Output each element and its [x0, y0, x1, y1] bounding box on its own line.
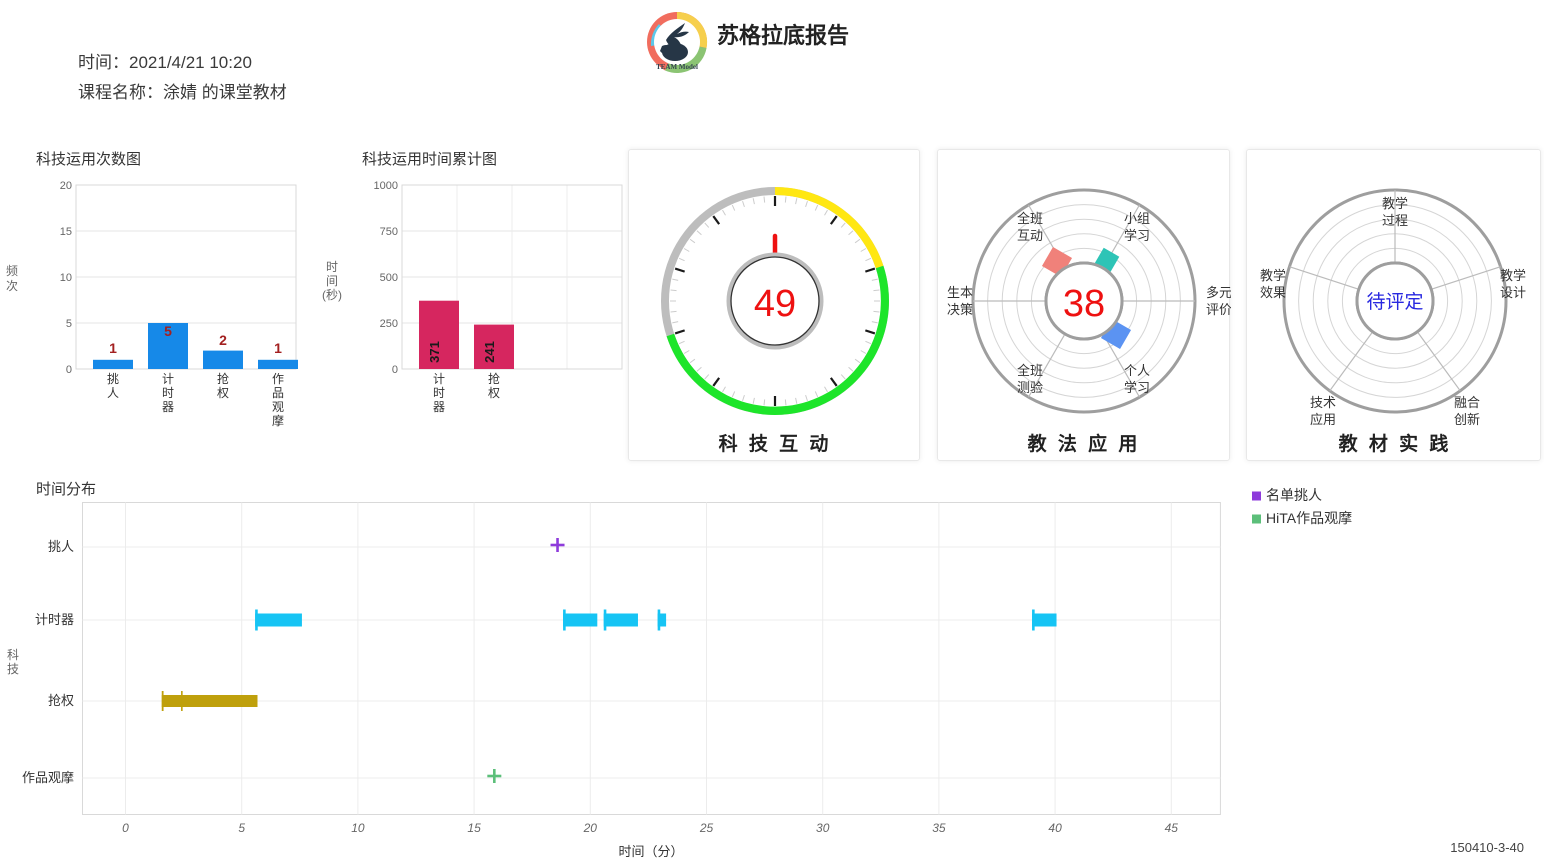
svg-text:5: 5 — [66, 318, 72, 330]
svg-text:1: 1 — [109, 340, 117, 356]
svg-text:作品观摩: 作品观摩 — [22, 770, 74, 785]
svg-text:2: 2 — [219, 332, 227, 348]
svg-text:人: 人 — [107, 386, 119, 400]
svg-text:融合: 融合 — [1454, 395, 1480, 410]
svg-text:30: 30 — [816, 821, 830, 835]
svg-text:挑: 挑 — [107, 372, 119, 386]
svg-text:学习: 学习 — [1124, 380, 1150, 395]
svg-text:应用: 应用 — [1310, 412, 1336, 427]
svg-text:1000: 1000 — [374, 180, 398, 192]
svg-text:45: 45 — [1165, 821, 1179, 835]
svg-text:计: 计 — [162, 372, 174, 386]
svg-text:互动: 互动 — [1017, 228, 1043, 243]
svg-text:决策: 决策 — [947, 302, 973, 317]
svg-text:设计: 设计 — [1500, 285, 1526, 300]
svg-text:抢: 抢 — [217, 371, 229, 386]
svg-text:0: 0 — [66, 364, 72, 376]
svg-text:抢权: 抢权 — [48, 693, 74, 708]
svg-text:教学: 教学 — [1382, 196, 1408, 211]
svg-text:待评定: 待评定 — [1366, 291, 1423, 313]
svg-text:15: 15 — [60, 226, 72, 238]
svg-text:名单挑人: 名单挑人 — [1266, 487, 1322, 503]
svg-text:0: 0 — [392, 364, 398, 376]
svg-text:权: 权 — [488, 386, 500, 400]
svg-text:生本: 生本 — [947, 285, 973, 300]
svg-text:创新: 创新 — [1454, 412, 1480, 427]
svg-text:器: 器 — [162, 400, 174, 414]
svg-text:多元: 多元 — [1206, 285, 1231, 300]
svg-text:计: 计 — [433, 372, 445, 386]
svg-text:38: 38 — [1063, 283, 1105, 325]
svg-text:20: 20 — [60, 180, 72, 192]
svg-text:抢: 抢 — [488, 371, 500, 386]
svg-text:241: 241 — [482, 341, 497, 363]
svg-text:49: 49 — [754, 283, 796, 325]
svg-text:测验: 测验 — [1017, 380, 1043, 395]
svg-text:学习: 学习 — [1124, 228, 1150, 243]
svg-text:技术: 技术 — [1310, 395, 1336, 410]
svg-text:器: 器 — [433, 400, 445, 414]
svg-text:时: 时 — [433, 386, 445, 400]
svg-text:5: 5 — [164, 323, 172, 339]
svg-text:1: 1 — [274, 340, 282, 356]
svg-text:教 法 应 用: 教 法 应 用 — [1028, 432, 1141, 455]
svg-text:教学: 教学 — [1500, 268, 1526, 283]
svg-text:教 材 实 践: 教 材 实 践 — [1339, 432, 1452, 455]
svg-text:摩: 摩 — [272, 413, 284, 428]
svg-text:10: 10 — [351, 821, 365, 835]
svg-text:效果: 效果 — [1260, 285, 1286, 300]
svg-text:个人: 个人 — [1124, 363, 1150, 378]
svg-text:10: 10 — [60, 272, 72, 284]
svg-text:750: 750 — [380, 226, 398, 238]
svg-text:时: 时 — [162, 386, 174, 400]
svg-text:全班: 全班 — [1017, 363, 1043, 378]
svg-text:过程: 过程 — [1382, 213, 1408, 228]
svg-text:25: 25 — [699, 821, 714, 835]
svg-text:权: 权 — [217, 386, 229, 400]
svg-text:全班: 全班 — [1017, 211, 1043, 226]
svg-text:35: 35 — [932, 821, 946, 835]
svg-text:20: 20 — [583, 821, 598, 835]
svg-text:教学: 教学 — [1260, 268, 1286, 283]
svg-text:500: 500 — [380, 272, 398, 284]
svg-text:作: 作 — [272, 372, 284, 386]
svg-text:250: 250 — [380, 318, 398, 330]
svg-text:观: 观 — [272, 400, 284, 414]
svg-text:科 技 互 动: 科 技 互 动 — [719, 432, 832, 455]
svg-text:5: 5 — [238, 821, 245, 835]
svg-text:评价: 评价 — [1206, 302, 1231, 317]
svg-text:371: 371 — [427, 341, 442, 363]
svg-text:HiTA作品观摩: HiTA作品观摩 — [1266, 510, 1352, 526]
svg-text:0: 0 — [122, 821, 129, 835]
svg-text:小组: 小组 — [1124, 211, 1150, 226]
svg-text:品: 品 — [272, 386, 284, 400]
svg-text:计时器: 计时器 — [35, 612, 74, 627]
svg-text:40: 40 — [1048, 821, 1062, 835]
svg-text:时间（分）: 时间（分） — [618, 844, 683, 859]
svg-text:15: 15 — [467, 821, 481, 835]
svg-text:挑人: 挑人 — [48, 539, 74, 554]
